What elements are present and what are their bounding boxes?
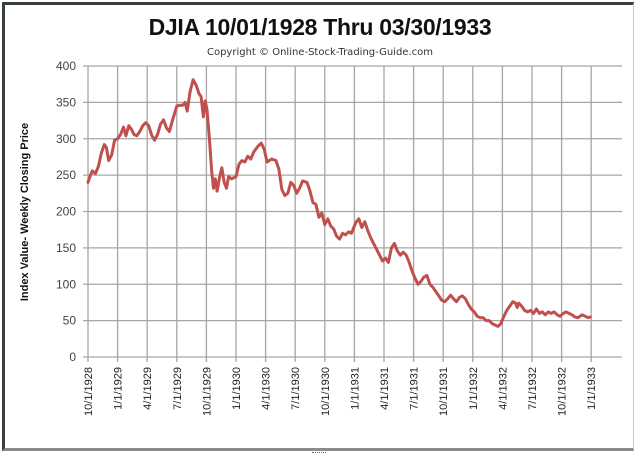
x-tick-label: 7/1/1932 — [527, 367, 539, 410]
x-tick-label: 1/1/1932 — [468, 367, 480, 410]
x-tick-label: 10/1/1929 — [201, 367, 213, 416]
y-tick-label: 100 — [56, 277, 76, 291]
x-tick-label: 10/1/1931 — [438, 367, 450, 416]
x-tick-label: 7/1/1929 — [172, 367, 184, 410]
y-tick-label: 50 — [63, 314, 77, 328]
x-tick-label: 1/1/1931 — [349, 367, 361, 410]
y-axis-ticks: 0 50 100 150 200 250 300 350 400 — [56, 59, 76, 364]
x-tick-label: 4/1/1929 — [142, 367, 154, 410]
x-tick-label: 7/1/1931 — [409, 367, 421, 410]
y-tick-label: 350 — [56, 95, 76, 109]
resize-handle[interactable] — [312, 452, 326, 457]
x-tick-label: 10/1/1930 — [320, 367, 332, 416]
y-tick-label: 300 — [56, 132, 76, 146]
x-axis-ticks: 10/1/1928 1/1/1929 4/1/1929 7/1/1929 10/1/19… — [83, 367, 598, 416]
x-tick-label: 4/1/1931 — [379, 367, 391, 410]
y-tick-label: 200 — [56, 205, 76, 219]
y-tick-label: 150 — [56, 241, 76, 255]
y-tick-label: 0 — [69, 350, 76, 364]
x-tick-label: 7/1/1930 — [290, 367, 302, 410]
x-tick-label: 4/1/1930 — [261, 367, 273, 410]
gridlines — [83, 65, 622, 362]
y-tick-label: 400 — [56, 59, 76, 73]
chart-subtitle: Copyright © Online-Stock-Trading-Guide.c… — [206, 47, 433, 58]
y-tick-label: 250 — [56, 168, 76, 182]
djia-series-line — [86, 78, 592, 328]
chart-title: DJIA 10/01/1928 Thru 03/30/1933 — [148, 14, 492, 40]
x-tick-label: 1/1/1933 — [586, 367, 598, 410]
chart-frame — [2, 2, 634, 451]
x-tick-label: 4/1/1932 — [497, 367, 509, 410]
x-tick-label: 1/1/1930 — [231, 367, 243, 410]
x-tick-label: 1/1/1929 — [113, 367, 125, 410]
x-tick-label: 10/1/1932 — [557, 367, 569, 416]
x-tick-label: 10/1/1928 — [83, 367, 95, 416]
